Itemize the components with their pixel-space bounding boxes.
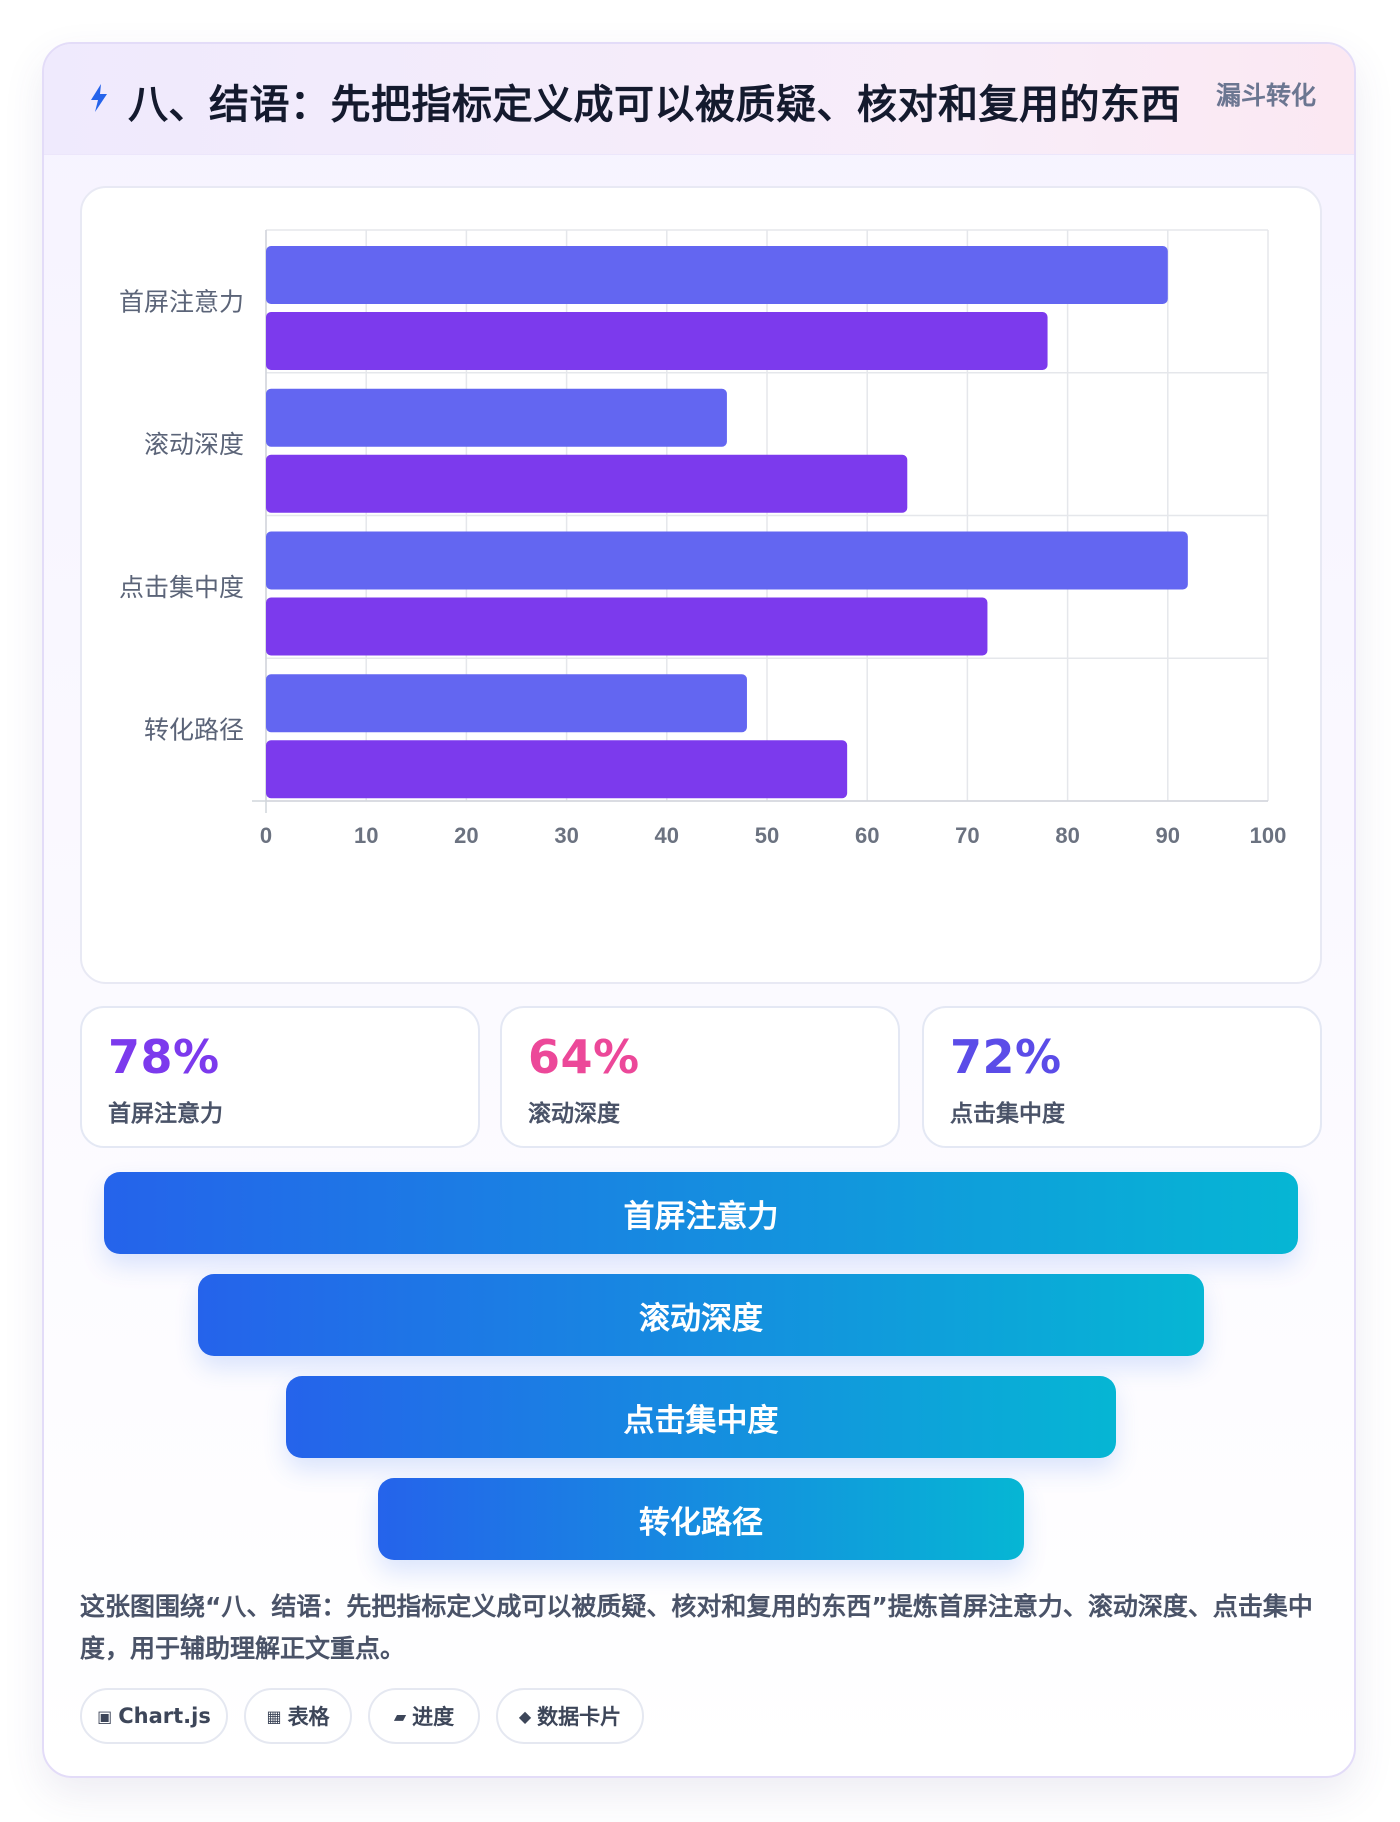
diamond-icon: ◆ <box>518 1706 532 1726</box>
x-tick-label: 0 <box>260 823 272 848</box>
figure-caption: 这张图围绕“八、结语：先把指标定义成可以被质疑、核对和复用的东西”提炼首屏注意力… <box>80 1592 1313 1663</box>
x-tick-label: 20 <box>454 823 478 848</box>
chip-label: Chart.js <box>118 1704 211 1728</box>
stat-card: 72% 点击集中度 <box>922 1006 1322 1148</box>
stat-card: 64% 滚动深度 <box>500 1006 900 1148</box>
stat-label: 首屏注意力 <box>108 1101 223 1127</box>
x-tick-label: 10 <box>354 823 378 848</box>
chip-data-card: ◆ 数据卡片 <box>496 1688 644 1744</box>
stat-label: 点击集中度 <box>950 1101 1065 1127</box>
x-tick-label: 50 <box>755 823 779 848</box>
stat-label: 滚动深度 <box>528 1101 620 1127</box>
y-tick-label: 首屏注意力 <box>119 287 244 316</box>
x-tick-label: 80 <box>1055 823 1079 848</box>
page-title: 八、结语：先把指标定义成可以被质疑、核对和复用的东西 <box>128 82 1181 128</box>
y-tick-label: 滚动深度 <box>144 430 244 459</box>
table-icon: ▦ <box>266 1706 282 1726</box>
lightning-icon <box>91 84 107 112</box>
chip-label: 进度 <box>412 1705 455 1729</box>
y-tick-label: 点击集中度 <box>119 573 244 602</box>
bar <box>266 740 848 799</box>
chip-chartjs: ▣ Chart.js <box>80 1688 228 1744</box>
chart-icon: ▣ <box>97 1706 113 1726</box>
bar <box>266 454 908 513</box>
chip-table: ▦ 表格 <box>244 1688 352 1744</box>
chip-label: 表格 <box>287 1705 330 1729</box>
bar <box>266 388 727 447</box>
x-tick-label: 40 <box>655 823 679 848</box>
bar <box>266 597 988 656</box>
bar <box>266 531 1188 590</box>
stat-value: 72% <box>950 1030 1062 1084</box>
chart-panel: 首屏注意力滚动深度点击集中度转化路径 0 10 20 30 40 50 60 70 80 90 100 <box>80 186 1322 984</box>
funnel-stage: 点击集中度 <box>286 1376 1116 1458</box>
card-header: 八、结语：先把指标定义成可以被质疑、核对和复用的东西 漏斗转化 <box>44 44 1354 155</box>
progress-icon: ▰ <box>393 1706 407 1726</box>
x-tick-label: 60 <box>855 823 879 848</box>
chip-label: 数据卡片 <box>537 1705 622 1729</box>
bar <box>266 674 747 733</box>
stat-card: 78% 首屏注意力 <box>80 1006 480 1148</box>
funnel-stage: 首屏注意力 <box>104 1172 1298 1254</box>
bar <box>266 246 1168 304</box>
stat-value: 78% <box>108 1030 220 1084</box>
x-tick-label: 70 <box>955 823 979 848</box>
y-tick-label: 转化路径 <box>144 716 244 745</box>
bar <box>266 312 1048 370</box>
category-tag: 漏斗转化 <box>1215 81 1316 110</box>
x-tick-label: 30 <box>554 823 578 848</box>
article-figure-card: 八、结语：先把指标定义成可以被质疑、核对和复用的东西 漏斗转化 首屏注意力滚动深… <box>42 42 1356 1778</box>
funnel-stage: 转化路径 <box>378 1478 1024 1560</box>
stat-value: 64% <box>528 1030 640 1084</box>
x-tick-label: 100 <box>1250 823 1287 848</box>
chip-progress: ▰ 进度 <box>368 1688 480 1744</box>
funnel-stage: 滚动深度 <box>198 1274 1204 1356</box>
x-tick-label: 90 <box>1156 823 1180 848</box>
